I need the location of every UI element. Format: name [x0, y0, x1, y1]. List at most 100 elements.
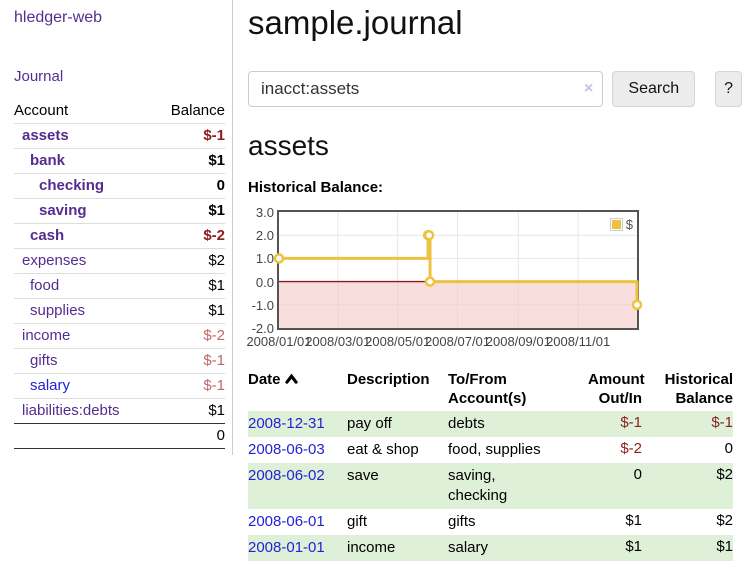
column-header-historical[interactable]: Historical Balance — [664, 371, 733, 407]
account-row: expenses $2 — [14, 248, 225, 274]
y-tick-label: 2.0 — [255, 228, 274, 244]
account-balance: $-2 — [153, 323, 225, 349]
spacer — [14, 423, 154, 449]
y-tick-label: -1.0 — [251, 297, 274, 313]
sidebar: hledger-web Journal Account Balance asse… — [0, 0, 233, 455]
transaction-date-link[interactable]: 2008-06-01 — [248, 513, 325, 530]
transaction-accounts: debts — [448, 415, 485, 432]
chart-plot-area: $ — [273, 210, 643, 330]
account-row: assets $-1 — [14, 123, 225, 149]
account-row: cash $-2 — [14, 223, 225, 249]
legend-label: $ — [625, 217, 633, 232]
search-input[interactable] — [248, 71, 604, 107]
transaction-balance: $2 — [716, 466, 733, 483]
chart-legend: $ — [609, 217, 633, 232]
column-header-tofrom[interactable]: To/From Account(s) — [448, 371, 527, 407]
transaction-date-cell: 2008-12-31 — [248, 411, 347, 437]
accounts-total-balance: 0 — [153, 423, 225, 449]
transaction-row: 2008-06-03 eat & shop food, supplies $-2 0 — [248, 437, 733, 463]
column-header-amount[interactable]: Amount Out/In — [588, 371, 645, 407]
x-tick-label: 2008/09/01 — [485, 334, 551, 349]
transaction-date-cell: 2008-01-01 — [248, 535, 347, 561]
main-content: sample.journal × Search ? assets Histori… — [246, 0, 742, 561]
y-tick-label: 0.0 — [255, 274, 274, 290]
account-row: income $-2 — [14, 323, 225, 349]
account-balance: $-1 — [153, 123, 225, 149]
account-balance: $-2 — [153, 223, 225, 249]
search-help-button[interactable]: ? — [715, 71, 742, 107]
account-link-liabilities-debts[interactable]: liabilities:debts — [22, 402, 120, 419]
account-link-saving[interactable]: saving — [39, 202, 87, 219]
accounts-table: Account Balance assets $-1 bank $1 checking 0… — [14, 99, 225, 449]
transaction-date-link[interactable]: 2008-06-03 — [248, 441, 325, 458]
column-header-description[interactable]: Description — [347, 371, 430, 388]
account-heading: assets — [248, 130, 329, 161]
account-link-cash[interactable]: cash — [30, 227, 65, 244]
transaction-row: 2008-12-31 pay off debts $-1 $-1 — [248, 411, 733, 437]
account-balance: $2 — [153, 248, 225, 274]
column-header-date[interactable]: Date — [248, 368, 347, 411]
transaction-row: 2008-06-02 save saving, checking 0 $2 — [248, 463, 733, 509]
account-row: saving $1 — [14, 198, 225, 224]
x-tick-label: 2008/07/01 — [424, 334, 491, 349]
account-link-assets[interactable]: assets — [22, 127, 69, 144]
transaction-description: gift — [347, 513, 368, 530]
sort-ascending-icon — [285, 373, 298, 384]
transaction-date-cell: 2008-06-01 — [248, 509, 347, 535]
transaction-balance: 0 — [724, 440, 733, 457]
chart-title: Historical Balance: — [248, 179, 384, 196]
account-link-food[interactable]: food — [30, 277, 60, 294]
transaction-date-link[interactable]: 2008-01-01 — [248, 539, 325, 556]
x-tick-label: 2008/01/01 — [246, 334, 312, 349]
account-row: supplies $1 — [14, 298, 225, 324]
account-balance: $-1 — [153, 348, 225, 374]
account-row: bank $1 — [14, 148, 225, 174]
transaction-date-cell: 2008-06-02 — [248, 463, 347, 509]
transaction-balance: $2 — [716, 512, 733, 529]
y-tick-label: -2.0 — [251, 321, 274, 336]
x-tick-label: 2008/11/01 — [546, 334, 611, 349]
search-button[interactable]: Search — [612, 71, 696, 107]
account-row: liabilities:debts $1 — [14, 398, 225, 424]
account-link-checking[interactable]: checking — [39, 177, 105, 194]
account-row: food $1 — [14, 273, 225, 299]
account-balance: 0 — [153, 173, 225, 199]
transactions-header-row: Date Description To/From Account(s) Amount… — [248, 368, 733, 411]
transaction-amount: $-1 — [620, 414, 642, 431]
account-link-gifts[interactable]: gifts — [30, 352, 58, 369]
legend-swatch — [609, 218, 623, 231]
transactions-table: Date Description To/From Account(s) Amount… — [248, 368, 733, 561]
transaction-date-link[interactable]: 2008-06-02 — [248, 467, 325, 484]
accounts-total-row: 0 — [14, 423, 225, 449]
x-tick-label: 2008/03/01 — [305, 334, 371, 349]
account-balance: $1 — [153, 298, 225, 324]
app-title-link[interactable]: hledger-web — [14, 9, 103, 26]
account-link-supplies[interactable]: supplies — [30, 302, 86, 319]
account-balance: $1 — [153, 273, 225, 299]
transaction-description: pay off — [347, 415, 392, 432]
y-tick-label: 1.0 — [255, 251, 274, 267]
page-title: sample.journal — [248, 4, 463, 41]
account-link-salary[interactable]: salary — [30, 377, 71, 394]
transaction-accounts: salary — [448, 539, 489, 556]
account-balance: $1 — [153, 398, 225, 424]
account-link-income[interactable]: income — [22, 327, 71, 344]
account-row: checking 0 — [14, 173, 225, 199]
account-balance: $1 — [153, 148, 225, 174]
transaction-balance: $1 — [716, 538, 733, 555]
account-row: gifts $-1 — [14, 348, 225, 374]
account-row: salary $-1 — [14, 373, 225, 399]
account-link-expenses[interactable]: expenses — [22, 252, 87, 269]
transaction-accounts: saving, checking — [448, 467, 508, 504]
historical-balance-chart: 3.0 2.0 1.0 0.0 -1.0 -2.0 $ 2008/01/01 2008/03… — [246, 205, 742, 352]
transaction-accounts: food, supplies — [448, 441, 541, 458]
transaction-date-cell: 2008-06-03 — [248, 437, 347, 463]
search-form: × Search ? — [248, 71, 742, 107]
transaction-description: eat & shop — [347, 441, 419, 458]
account-link-bank[interactable]: bank — [30, 152, 66, 169]
transaction-date-link[interactable]: 2008-12-31 — [248, 415, 325, 432]
transaction-amount: $1 — [625, 512, 642, 529]
transaction-description: income — [347, 539, 396, 556]
clear-search-icon[interactable]: × — [584, 80, 594, 97]
sidebar-item-journal[interactable]: Journal — [14, 68, 64, 85]
